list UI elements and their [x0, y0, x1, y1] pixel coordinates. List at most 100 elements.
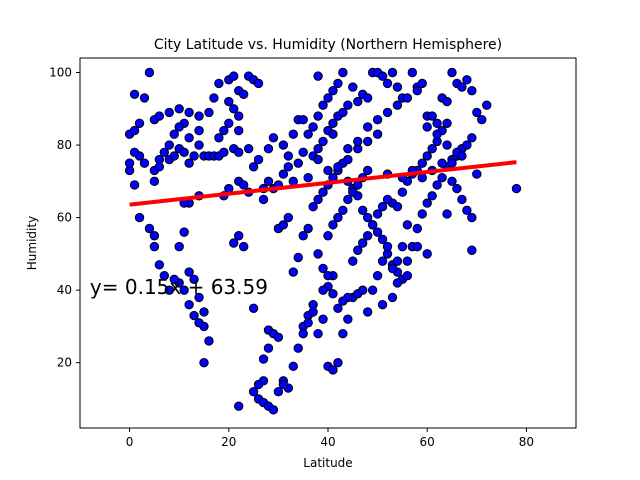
data-point — [139, 158, 150, 168]
data-point — [377, 202, 388, 212]
x-tick-label: 0 — [126, 435, 134, 449]
data-point — [184, 107, 194, 118]
y-tick-label: 60 — [57, 211, 72, 225]
data-point — [338, 205, 348, 216]
data-point — [318, 100, 328, 110]
data-point — [328, 118, 338, 128]
data-point — [407, 67, 418, 78]
data-point — [129, 125, 140, 136]
data-point — [219, 125, 229, 136]
data-point — [422, 122, 432, 132]
data-point — [184, 158, 194, 168]
data-point — [462, 140, 472, 150]
data-point — [392, 256, 403, 266]
data-point — [387, 292, 398, 303]
data-point — [234, 231, 244, 241]
data-point — [313, 71, 323, 81]
data-point — [372, 270, 383, 281]
data-point — [288, 176, 298, 187]
data-point — [129, 89, 140, 99]
data-point — [278, 220, 289, 230]
data-point — [338, 296, 348, 306]
data-point — [139, 93, 150, 103]
data-point — [392, 82, 403, 92]
data-point — [318, 285, 328, 295]
data-point — [462, 205, 472, 216]
regression-equation: y= 0.15x + 63.59 — [90, 275, 268, 299]
y-axis-ticks: 20 40 60 80 100 — [49, 66, 80, 370]
data-point — [288, 361, 298, 372]
data-point — [229, 71, 239, 81]
data-point — [333, 303, 343, 313]
data-point — [323, 270, 333, 281]
data-point — [467, 85, 477, 96]
data-point — [387, 263, 398, 274]
data-point — [432, 118, 442, 128]
data-point — [472, 169, 482, 179]
y-tick-label: 40 — [57, 283, 72, 297]
data-point — [457, 194, 467, 205]
data-point — [253, 379, 264, 390]
data-point — [293, 252, 303, 263]
data-point — [179, 285, 189, 295]
data-point — [318, 314, 328, 324]
data-point — [253, 154, 264, 165]
data-point — [353, 136, 363, 147]
data-point — [511, 183, 522, 194]
data-point — [343, 100, 353, 110]
data-point — [234, 401, 244, 411]
data-point — [333, 212, 343, 223]
data-point — [367, 285, 378, 295]
data-point — [278, 379, 289, 390]
data-point — [482, 100, 492, 110]
data-point — [194, 318, 204, 328]
data-point — [248, 387, 259, 397]
data-point — [422, 151, 432, 161]
data-point — [308, 122, 318, 132]
data-point — [159, 270, 170, 281]
data-point — [377, 71, 388, 81]
data-point — [323, 231, 333, 241]
data-point — [313, 111, 323, 121]
data-point — [382, 78, 393, 89]
data-point — [144, 67, 155, 78]
data-point — [238, 241, 249, 252]
data-point — [199, 307, 209, 317]
data-point — [318, 263, 328, 274]
data-point — [129, 147, 140, 158]
data-point — [362, 212, 373, 223]
data-point — [343, 154, 353, 165]
data-point — [362, 231, 373, 241]
data-point — [134, 212, 145, 223]
regression-line — [129, 160, 517, 207]
data-point — [159, 147, 170, 158]
data-point — [124, 158, 135, 168]
data-points — [124, 67, 522, 415]
data-point — [189, 274, 199, 284]
data-point — [377, 299, 388, 310]
data-point — [348, 187, 358, 197]
data-point — [447, 158, 457, 168]
data-point — [253, 78, 264, 89]
data-point — [477, 114, 487, 125]
data-point — [333, 78, 343, 89]
data-point — [343, 314, 353, 324]
data-point — [457, 82, 467, 92]
data-point — [303, 223, 313, 234]
data-point — [382, 194, 393, 205]
data-point — [338, 328, 348, 339]
data-point — [288, 267, 298, 277]
data-point — [437, 173, 447, 183]
data-point — [457, 151, 467, 161]
data-point — [328, 365, 338, 375]
data-point — [214, 78, 224, 89]
data-point — [263, 143, 274, 154]
data-point — [194, 140, 204, 150]
data-point — [293, 158, 303, 168]
data-point — [283, 212, 294, 223]
data-point — [372, 209, 383, 219]
data-point — [353, 180, 363, 190]
data-point — [234, 147, 244, 158]
data-point — [313, 154, 323, 165]
data-point — [382, 241, 393, 252]
